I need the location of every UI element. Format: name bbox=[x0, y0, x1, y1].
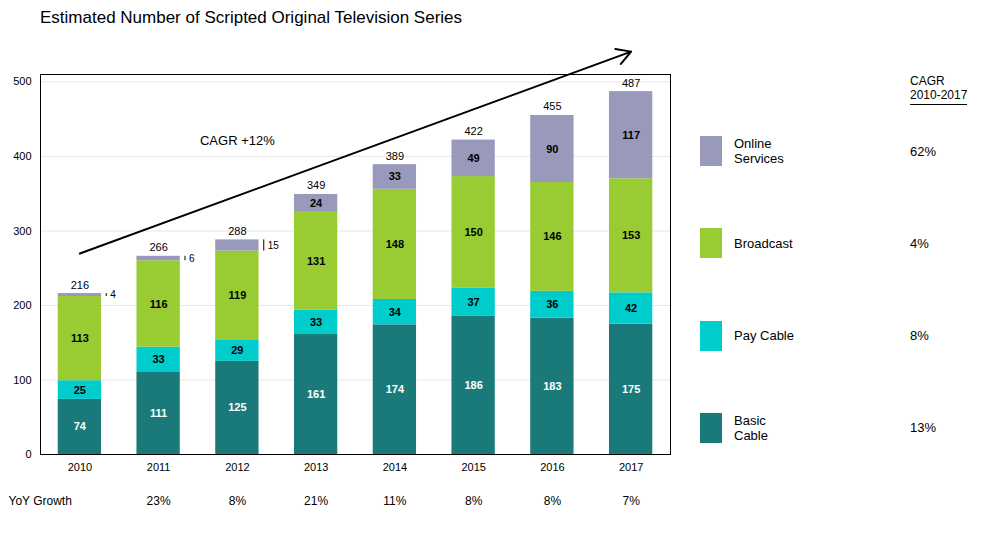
svg-text:33: 33 bbox=[389, 170, 401, 182]
html-text:CAGR 2010-2017: CAGR 2010-2017 bbox=[910, 74, 968, 102]
svg-text:161: 161 bbox=[307, 388, 325, 400]
svg-text:37: 37 bbox=[468, 296, 480, 308]
svg-text:455: 455 bbox=[543, 100, 561, 112]
svg-text:131: 131 bbox=[307, 255, 325, 267]
svg-text:400: 400 bbox=[13, 150, 31, 162]
svg-text:7%: 7% bbox=[622, 494, 640, 508]
svg-text:216: 216 bbox=[71, 279, 89, 291]
svg-text:2017: 2017 bbox=[619, 461, 643, 473]
svg-text:24: 24 bbox=[310, 197, 323, 209]
svg-text:2012: 2012 bbox=[225, 461, 249, 473]
html-text:Basic Cable: Basic Cable bbox=[734, 412, 768, 443]
svg-text:186: 186 bbox=[464, 379, 482, 391]
html-text:Online Services: Online Services bbox=[734, 136, 784, 167]
svg-text:29: 29 bbox=[231, 344, 243, 356]
html-text:4%: 4% bbox=[910, 235, 929, 251]
html-text:Estimated Number of Scripted O: Estimated Number of Scripted Original Te… bbox=[40, 8, 462, 27]
svg-text:2016: 2016 bbox=[540, 461, 564, 473]
svg-text:23%: 23% bbox=[147, 494, 171, 508]
html-text:Pay Cable: Pay Cable bbox=[734, 328, 794, 344]
svg-text:200: 200 bbox=[13, 299, 31, 311]
svg-text:11%: 11% bbox=[383, 494, 406, 508]
svg-text:90: 90 bbox=[546, 143, 558, 155]
svg-text:500: 500 bbox=[13, 75, 31, 87]
html-text:62%: 62% bbox=[910, 143, 936, 159]
svg-text:111: 111 bbox=[150, 407, 167, 419]
svg-text:125: 125 bbox=[228, 401, 246, 413]
svg-text:117: 117 bbox=[622, 129, 640, 141]
svg-text:CAGR +12%: CAGR +12% bbox=[200, 133, 275, 148]
svg-text:389: 389 bbox=[386, 150, 404, 162]
svg-text:113: 113 bbox=[71, 332, 89, 344]
html-text:8%: 8% bbox=[910, 328, 929, 344]
svg-text:YoY Growth: YoY Growth bbox=[9, 494, 72, 508]
svg-text:2010: 2010 bbox=[68, 461, 92, 473]
svg-text:42: 42 bbox=[625, 302, 637, 314]
svg-text:119: 119 bbox=[229, 289, 247, 301]
svg-text:300: 300 bbox=[13, 224, 31, 236]
svg-text:8%: 8% bbox=[544, 494, 562, 508]
svg-text:74: 74 bbox=[74, 420, 87, 432]
svg-text:36: 36 bbox=[546, 298, 558, 310]
svg-text:2014: 2014 bbox=[383, 461, 407, 473]
svg-text:49: 49 bbox=[468, 152, 480, 164]
svg-text:266: 266 bbox=[149, 241, 167, 253]
svg-text:0: 0 bbox=[25, 448, 31, 460]
svg-text:174: 174 bbox=[386, 383, 405, 395]
svg-text:146: 146 bbox=[543, 230, 561, 242]
svg-text:2011: 2011 bbox=[147, 461, 171, 473]
svg-text:8%: 8% bbox=[465, 494, 483, 508]
svg-text:487: 487 bbox=[622, 77, 640, 89]
svg-text:4: 4 bbox=[110, 289, 116, 300]
svg-text:175: 175 bbox=[622, 383, 640, 395]
svg-text:100: 100 bbox=[13, 374, 31, 386]
svg-text:15: 15 bbox=[268, 240, 280, 251]
svg-text:422: 422 bbox=[464, 125, 482, 137]
svg-text:6: 6 bbox=[189, 253, 195, 264]
svg-text:288: 288 bbox=[228, 225, 246, 237]
svg-text:21%: 21% bbox=[304, 494, 328, 508]
svg-text:153: 153 bbox=[622, 229, 640, 241]
svg-text:34: 34 bbox=[389, 306, 402, 318]
svg-text:25: 25 bbox=[74, 384, 86, 396]
html-text:Broadcast: Broadcast bbox=[734, 235, 793, 251]
svg-text:150: 150 bbox=[464, 226, 482, 238]
svg-text:8%: 8% bbox=[229, 494, 247, 508]
svg-text:33: 33 bbox=[310, 316, 322, 328]
svg-text:116: 116 bbox=[150, 298, 168, 310]
svg-text:2013: 2013 bbox=[304, 461, 328, 473]
html-text:13%: 13% bbox=[910, 420, 936, 436]
svg-text:2015: 2015 bbox=[461, 461, 485, 473]
svg-text:33: 33 bbox=[153, 353, 165, 365]
svg-text:183: 183 bbox=[543, 380, 561, 392]
svg-text:148: 148 bbox=[386, 238, 404, 250]
svg-text:349: 349 bbox=[307, 179, 325, 191]
